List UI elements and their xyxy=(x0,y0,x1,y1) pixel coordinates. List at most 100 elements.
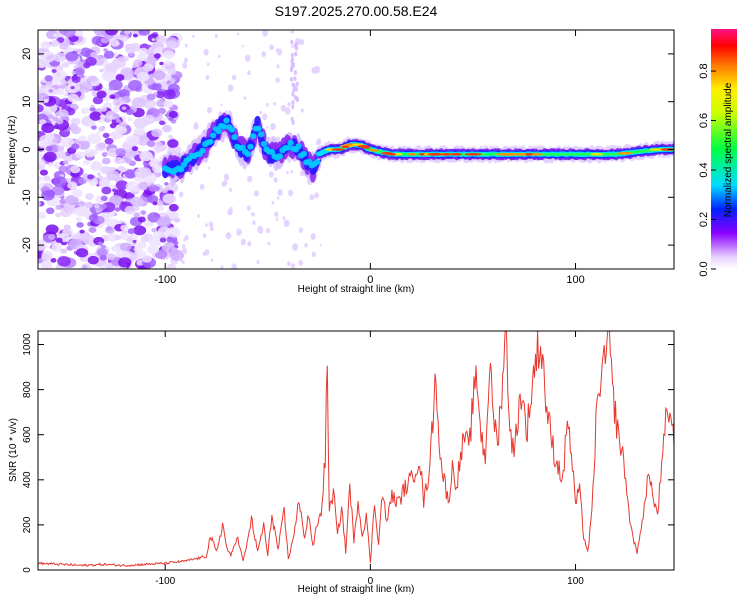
spectrogram-noise-cell xyxy=(223,173,230,181)
spectrogram-ridge-cell xyxy=(231,134,238,141)
spectrogram-noise-cell xyxy=(43,98,49,103)
spectrogram-noise-cell xyxy=(267,241,271,246)
spectrogram-noise-cell xyxy=(173,240,179,246)
spectrogram-noise-cell xyxy=(209,226,214,232)
spectrogram-noise-cell xyxy=(131,97,146,108)
spectrogram-ridge-cell xyxy=(207,138,214,145)
spectrogram-y-ticks: -20 -10 0 10 20 xyxy=(21,48,674,253)
spectrogram-noise-cell xyxy=(290,263,296,269)
spectrogram-ridge-cell xyxy=(255,125,262,132)
spectrogram-ridge-cell xyxy=(260,140,268,147)
spectrogram-noise-cell xyxy=(98,126,105,132)
spectrogram-noise-cell xyxy=(290,39,294,45)
spectrogram-noise-cell xyxy=(65,177,72,182)
spectrogram-noise-cell xyxy=(125,108,134,116)
spectrogram-noise-cell xyxy=(116,118,121,123)
spectrogram-noise-cell xyxy=(314,192,319,199)
colorbar-tick-label: 0.8 xyxy=(698,63,710,78)
spectrogram-noise-cell xyxy=(283,219,290,228)
spectrogram-noise-cell xyxy=(47,234,56,240)
spectrogram-noise-cell xyxy=(225,110,228,114)
spectrogram-noise-cell xyxy=(293,70,297,75)
spectrogram-noise-cell xyxy=(290,63,295,69)
spectrogram-noise-cell xyxy=(153,53,161,59)
spectrogram-noise-cell xyxy=(157,107,167,115)
spectrogram-noise-cell xyxy=(60,248,67,254)
spectrogram-noise-cell xyxy=(244,54,251,62)
spectrogram-noise-cell xyxy=(60,208,72,218)
spectrogram-x-tick-label: 0 xyxy=(367,274,373,286)
spectrogram-noise-cell xyxy=(205,223,208,227)
spectrogram-noise-cell xyxy=(133,59,143,67)
spectrogram-noise-cell xyxy=(111,188,117,193)
spectrogram-noise-cell xyxy=(218,54,221,59)
spectrogram-noise-cell xyxy=(114,234,122,241)
spectrogram-noise-cell xyxy=(55,204,63,211)
spectrogram-noise-cell xyxy=(134,167,149,179)
spectrogram-noise-cell xyxy=(220,265,224,269)
spectrogram-noise-cell xyxy=(106,170,120,181)
spectrogram-noise-cell xyxy=(287,261,291,267)
spectrogram-noise-cell xyxy=(97,142,107,149)
spectrogram-noise-cell xyxy=(88,226,97,233)
spectrogram-noise-cell xyxy=(163,89,176,100)
spectrogram-noise-cell xyxy=(162,124,172,133)
spectrogram-noise-cell xyxy=(121,229,128,235)
spectrogram-noise-cell xyxy=(61,61,70,68)
spectrogram-noise-cell xyxy=(102,132,110,138)
spectrogram-noise-cell xyxy=(108,212,115,218)
spectrogram-noise-cell xyxy=(97,172,101,176)
spectrogram-noise-cell xyxy=(142,114,156,125)
spectrogram-noise-cell xyxy=(290,169,294,174)
spectrogram-peak-cell xyxy=(648,148,666,151)
spectrogram-noise-cell xyxy=(149,73,155,78)
spectrogram-noise-cell xyxy=(41,190,55,201)
spectrogram-noise-cell xyxy=(79,229,85,234)
spectrogram-noise-cell xyxy=(155,141,163,147)
spectrogram-noise-cell xyxy=(181,247,188,255)
spectrogram-noise-cell xyxy=(203,48,209,56)
spectrogram-noise-cell xyxy=(46,30,59,40)
spectrogram-noise-cell xyxy=(152,201,158,206)
spectrogram-noise-cell xyxy=(97,241,103,246)
spectrogram-noise-cell xyxy=(168,110,179,119)
spectrogram-noise-cell xyxy=(259,110,262,115)
spectrogram-noise-cell xyxy=(310,233,316,240)
spectrogram-noise-cell xyxy=(67,181,78,190)
spectrogram-noise-cell xyxy=(262,113,268,121)
spectrogram-noise-cell xyxy=(77,82,92,94)
spectrogram-peak-cell xyxy=(441,152,452,156)
snr-frame xyxy=(37,330,675,571)
spectrogram-noise-cell xyxy=(108,86,114,91)
spectrogram-noise-cell xyxy=(74,206,88,217)
spectrogram-noise-cell xyxy=(291,30,294,34)
spectrogram-noise-cell xyxy=(50,258,57,263)
spectrogram-noise-cell xyxy=(168,134,173,139)
spectrogram-noise-cell xyxy=(38,164,45,171)
spectrogram-noise-cell xyxy=(161,188,168,194)
spectrogram-noise-cell xyxy=(247,70,251,76)
spectrogram-noise-cell xyxy=(105,30,119,36)
spectrogram-noise-cell xyxy=(168,203,179,212)
spectrogram-noise-cell xyxy=(199,183,205,190)
spectrogram-noise-cell xyxy=(155,91,165,99)
snr-x-tick-label: 100 xyxy=(567,576,584,587)
spectrogram-peak-cell xyxy=(368,148,379,152)
spectrogram-ridge-cell xyxy=(284,144,292,151)
spectrogram-noise-cell xyxy=(40,260,53,269)
spectrogram-noise-cell xyxy=(96,90,107,99)
snr-y-tick-label: 200 xyxy=(22,516,33,533)
spectrogram-noise-cell xyxy=(50,39,60,48)
spectrogram-noise-cell xyxy=(294,51,298,57)
spectrogram-noise-cell xyxy=(41,51,56,63)
spectrogram-noise-cell xyxy=(103,50,115,59)
spectrogram-noise-cell xyxy=(137,53,147,62)
spectrogram-noise-cell xyxy=(157,205,165,211)
spectrogram-noise-cell xyxy=(77,49,82,53)
spectrogram-noise-cell xyxy=(70,85,75,90)
spectrogram-noise-cell xyxy=(88,214,99,222)
spectrogram-noise-cell xyxy=(147,195,159,204)
spectrogram-noise-cell xyxy=(110,39,120,47)
spectrogram-noise-cell xyxy=(39,169,48,176)
spectrogram-noise-cell xyxy=(127,117,133,122)
